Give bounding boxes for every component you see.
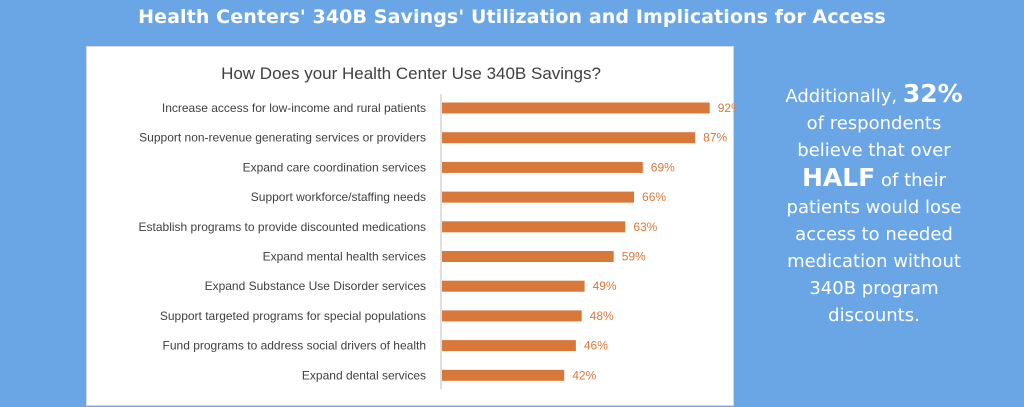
bar xyxy=(442,340,576,352)
bar xyxy=(442,102,710,114)
side-note-stat: 32% xyxy=(902,79,963,108)
side-note-line-5: patients would lose xyxy=(786,197,962,218)
value-label: 92% xyxy=(718,101,735,115)
side-note-line-7: medication without xyxy=(787,251,961,272)
side-note-emphasis: HALF xyxy=(801,163,876,192)
category-label: Support non-revenue generating services … xyxy=(139,131,426,145)
side-note-suffix: of their xyxy=(881,170,947,191)
bar xyxy=(442,310,582,322)
category-label: Expand dental services xyxy=(302,368,426,382)
value-label: 46% xyxy=(584,339,608,353)
side-note-line-3: believe that over xyxy=(797,140,951,161)
bar xyxy=(442,132,696,144)
side-note: Additionally, 32% of respondents believe… xyxy=(742,80,1006,329)
category-label: Support targeted programs for special po… xyxy=(160,309,426,323)
value-label: 49% xyxy=(593,279,617,293)
bar xyxy=(442,369,565,381)
value-label: 42% xyxy=(572,368,596,382)
side-note-line-4: HALF of their xyxy=(742,164,1006,194)
chart-title: How Does your Health Center Use 340B Sav… xyxy=(221,64,601,83)
bar-chart: How Does your Health Center Use 340B Sav… xyxy=(86,46,735,406)
category-label: Expand Substance Use Disorder services xyxy=(205,279,426,293)
bar xyxy=(442,161,643,173)
value-label: 48% xyxy=(590,309,614,323)
bar xyxy=(442,251,614,262)
side-note-line-2: of respondents xyxy=(806,113,942,134)
bar xyxy=(442,221,626,233)
bar-chart-svg: How Does your Health Center Use 340B Sav… xyxy=(139,64,735,390)
page-title: Health Centers' 340B Savings' Utilizatio… xyxy=(138,6,886,28)
value-label: 87% xyxy=(703,131,727,145)
side-note-line-8: 340B program xyxy=(809,278,939,299)
category-label: Establish programs to provide discounted… xyxy=(139,220,426,234)
category-label: Fund programs to address social drivers … xyxy=(163,339,426,353)
value-label: 59% xyxy=(622,250,646,264)
bar xyxy=(442,280,585,292)
category-label: Expand mental health services xyxy=(263,250,426,264)
side-note-prefix: Additionally, xyxy=(785,86,898,107)
category-label: Support workforce/staffing needs xyxy=(251,190,426,204)
value-label: 66% xyxy=(642,190,666,204)
side-note-line-9: discounts. xyxy=(828,305,920,326)
side-note-line-6: access to needed xyxy=(795,224,953,245)
value-label: 63% xyxy=(633,220,657,234)
category-label: Expand care coordination services xyxy=(243,160,426,174)
category-label: Increase access for low-income and rural… xyxy=(162,101,426,115)
side-note-line-1: Additionally, 32% xyxy=(742,80,1006,110)
bar xyxy=(442,191,635,203)
value-label: 69% xyxy=(651,160,675,174)
